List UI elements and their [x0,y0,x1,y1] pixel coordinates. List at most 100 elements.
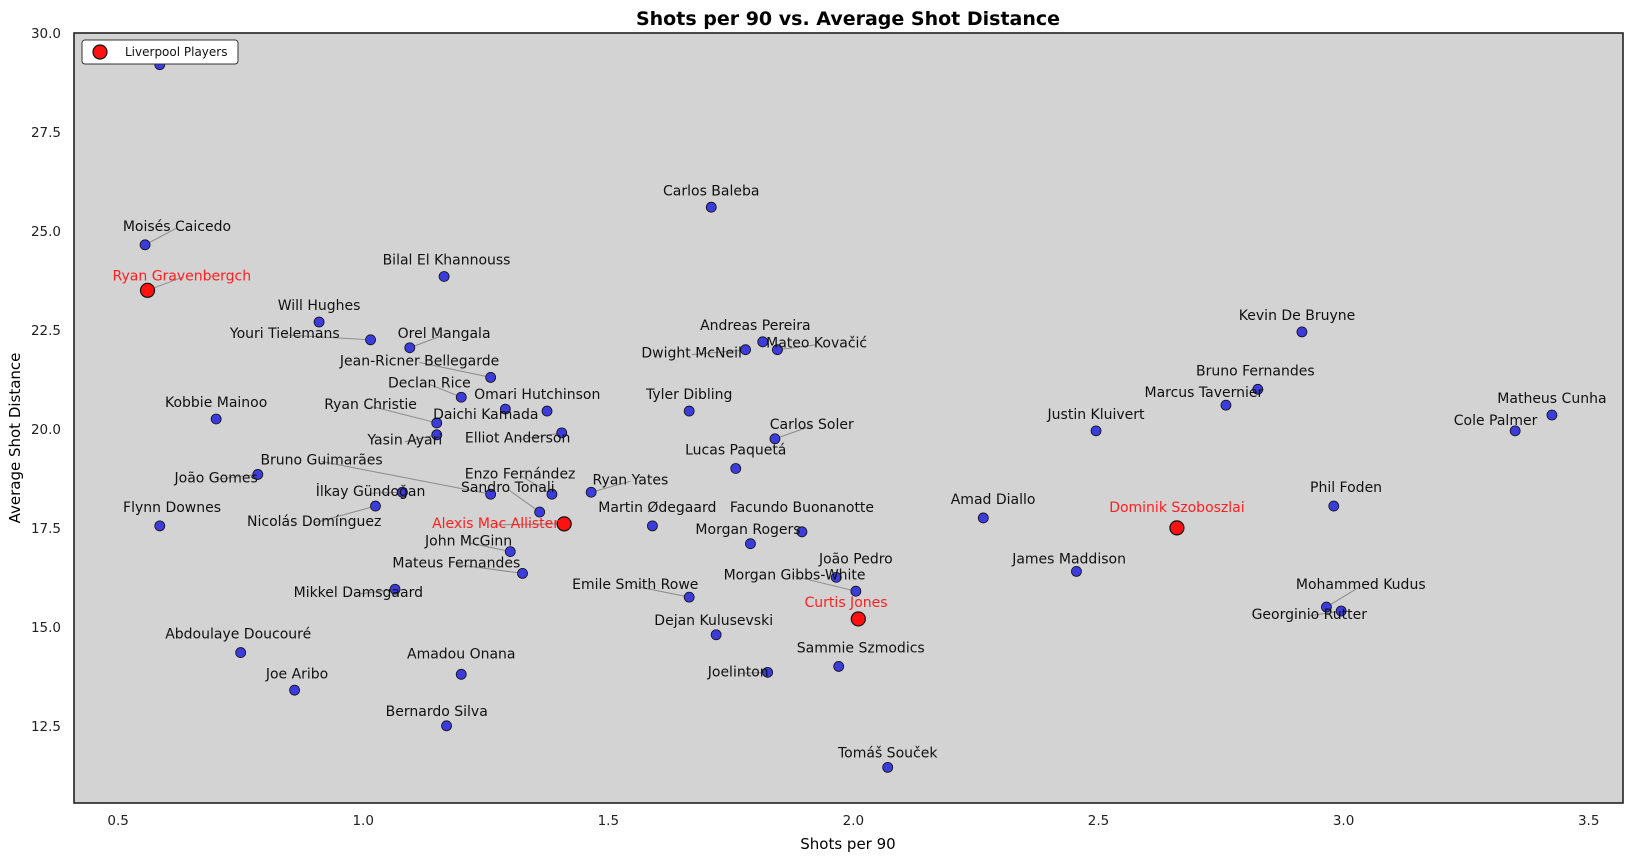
player-point [683,405,695,417]
player-point [235,647,247,658]
player-label: João Gomes [174,470,258,486]
player-label: Daichi Kamada [433,407,538,423]
label-connector [321,461,491,495]
player-label: Matheus Cunha [1497,391,1606,407]
plot-frame [73,32,1624,804]
player-point [546,488,558,500]
player-label: Amad Diallo [951,492,1036,508]
player-label: Emile Smith Rowe [572,577,698,593]
player-label: Elliot Anderson [465,431,570,447]
player-label: Abdoulaye Doucouré [165,627,311,643]
player-label: Kobbie Mainoo [165,395,267,411]
player-point [1090,425,1102,437]
label-connector [591,480,631,493]
player-label: Mohammed Kudus [1296,577,1426,593]
player-label: İlkay Gündoğan [316,482,426,500]
label-connector [284,334,371,341]
player-label: Andreas Pereira [700,318,811,334]
player-point [730,463,742,474]
player-point [1509,425,1521,437]
player-point [796,526,808,538]
player-point [745,538,756,550]
player-point [455,668,467,680]
player-label: Tomáš Souček [837,745,938,761]
player-point [289,684,300,696]
player-point [139,239,151,251]
player-label: Dejan Kulusevski [654,613,773,629]
player-point [397,486,408,498]
player-point [210,413,222,425]
player-point [705,201,717,213]
y-tick-label: 22.5 [31,323,61,339]
player-point [1296,326,1308,338]
player-point [769,433,781,445]
player-label: Mateo Kovačić [766,336,867,352]
player-label: Flynn Downes [123,500,221,516]
legend-entry-liverpool: Liverpool Players [125,45,227,59]
label-connector [456,563,523,574]
player-point [485,372,497,383]
player-label: Amadou Onana [407,647,516,663]
player-point [154,520,166,532]
player-point [772,344,783,356]
x-tick-label: 1.5 [598,813,619,829]
player-point [1321,601,1332,613]
x-tick-label: 3.0 [1333,813,1354,829]
label-connector [691,349,746,356]
player-label: Yasin Ayari [366,433,442,449]
player-label: Mikkel Damsgaard [294,585,423,601]
player-label: Dominik Szoboszlai [1109,500,1244,516]
player-label: Ryan Gravenbergch [113,268,252,284]
y-tick-label: 12.5 [31,719,61,735]
player-label: Justin Kluivert [1047,407,1145,423]
player-point [370,500,381,512]
player-label: Joe Aribo [265,666,328,682]
player-label: Martin Ødegaard [598,500,716,516]
label-connector [495,523,565,526]
y-tick-label: 20.0 [31,422,61,438]
liverpool-point [850,611,866,627]
player-label: Bernardo Silva [386,704,488,720]
y-axis-ticks: 12.5 15.0 17.5 20.0 22.5 25.0 27.5 30.0 [31,26,61,735]
label-connector [777,344,817,351]
player-point [517,567,528,579]
player-label: John McGinn [424,534,512,550]
player-point [431,429,443,441]
player-label: Kevin De Bruyne [1239,308,1355,324]
player-label: Jean-Ricner Bellegarde [339,354,499,370]
player-point [1546,409,1558,421]
player-label: Dwight McNeil [641,346,741,362]
player-label: Moisés Caicedo [123,219,231,235]
player-point [647,520,658,532]
x-tick-label: 1.0 [352,813,373,829]
player-label: Facundo Buonanotte [730,500,874,516]
x-tick-label: 2.5 [1088,813,1109,829]
player-label: Morgan Rogers [695,522,800,538]
player-point [504,546,516,558]
player-label: Sandro Tonali [461,480,555,496]
player-label: Morgan Gibbs-White [724,567,866,583]
label-connector [358,588,396,595]
player-label: Declan Rice [388,375,471,391]
x-tick-label: 0.5 [107,813,128,829]
player-label: Alexis Mac Allister [432,516,559,532]
label-connector [635,585,690,598]
player-point [438,271,450,282]
player-label: James Maddison [1011,551,1126,567]
player-point [740,344,751,356]
player-point [882,761,894,773]
player-point [252,469,264,480]
player-point [1071,566,1082,577]
player-point [1220,399,1232,411]
legend-marker [92,44,108,60]
player-point [541,405,553,417]
label-connector [774,425,812,440]
x-tick-label: 2.0 [843,813,864,829]
player-point [683,591,695,603]
player-label: Bruno Guimarães [260,453,382,469]
player-point [313,316,325,328]
player-label: Orel Mangala [398,326,491,342]
player-label: Tyler Dibling [645,387,732,403]
